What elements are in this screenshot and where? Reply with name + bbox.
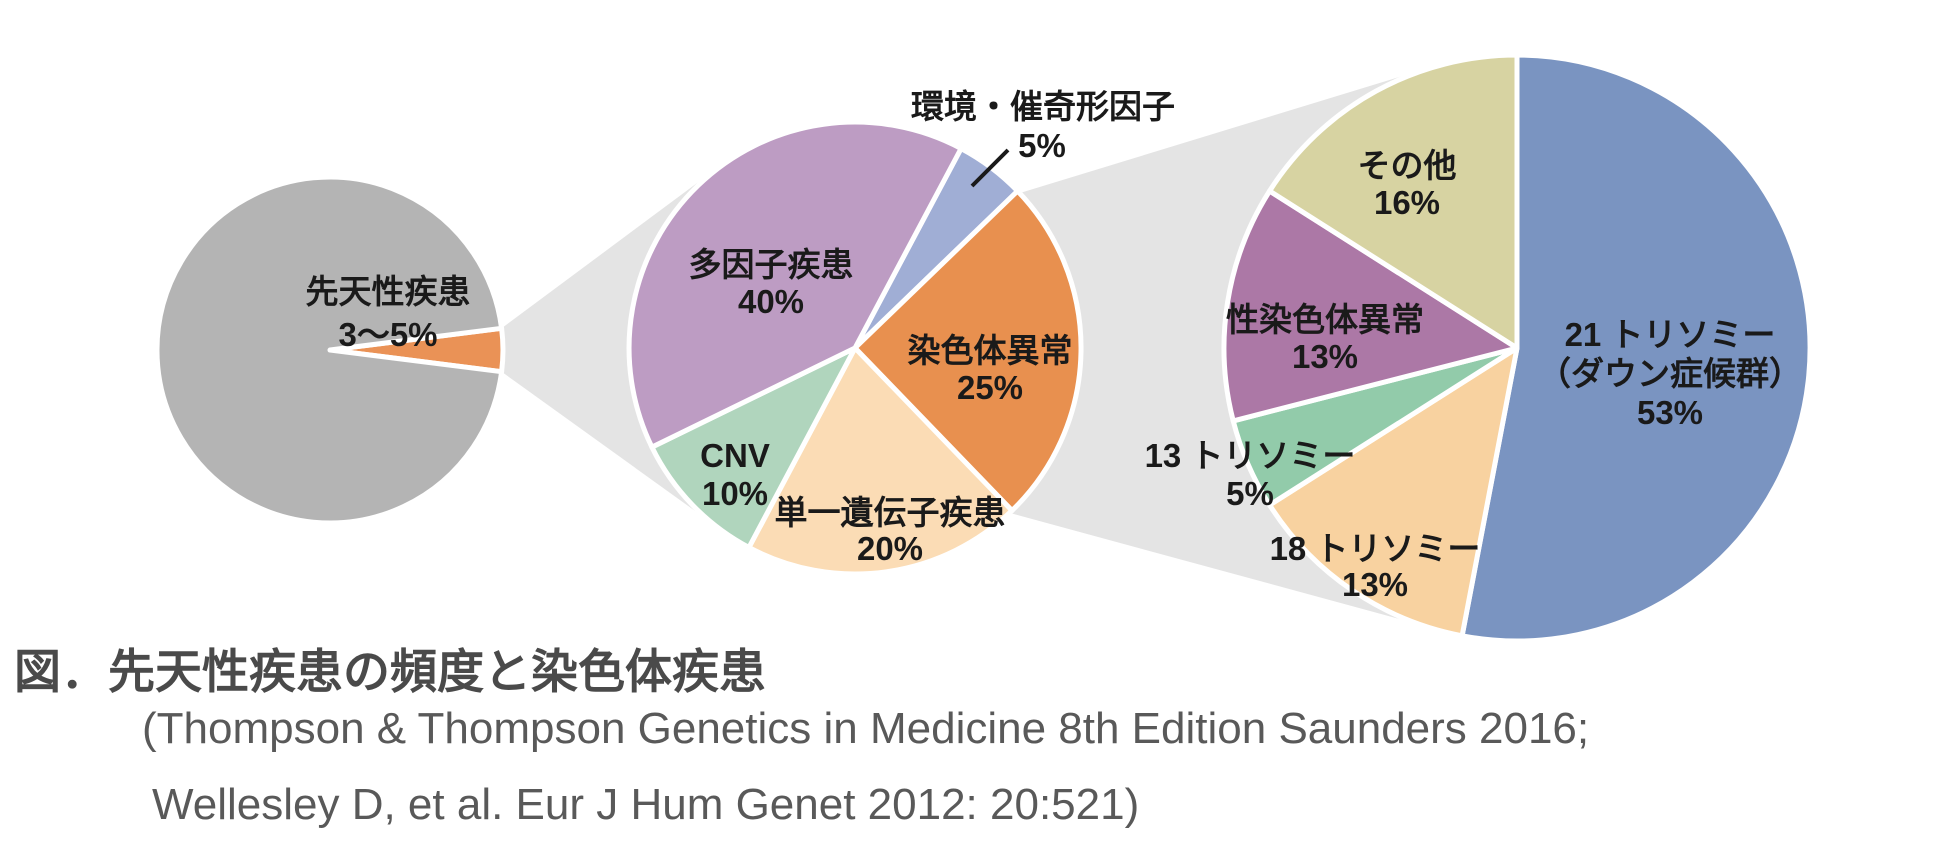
label-trisomy-21: 21 トリソミー	[1565, 316, 1776, 353]
label-cnv-value: 10%	[702, 475, 768, 512]
slice-trisomy-18	[1267, 345, 1520, 639]
slice-single-gene-disease	[746, 345, 1015, 577]
label-multifactorial: 多因子疾患	[689, 246, 854, 283]
label-other-value: 16%	[1374, 184, 1440, 221]
caption-source-line-1: (Thompson & Thompson Genetics in Medicin…	[142, 704, 1589, 753]
slice-other-births	[154, 174, 505, 526]
label-trisomy-21-sub: （ダウン症候群）	[1538, 355, 1802, 392]
slice-other	[1267, 52, 1520, 351]
slice-sex-chromosome-abnormality	[1221, 188, 1520, 424]
label-chromosomal-abnormality: 染色体異常	[908, 332, 1073, 369]
label-chromosomal-abnormality-value: 25%	[957, 369, 1023, 406]
label-trisomy-18-value: 13%	[1342, 566, 1408, 603]
label-congenital-disease: 先天性疾患	[306, 273, 471, 310]
label-congenital-disease-value: 3〜5%	[338, 316, 437, 353]
label-trisomy-18: 18 トリソミー	[1270, 530, 1481, 567]
caption-title: 図．先天性疾患の頻度と染色体疾患	[14, 645, 766, 698]
label-environmental-factors-value: 5%	[1018, 127, 1066, 164]
label-sex-chromosome-value: 13%	[1292, 338, 1358, 375]
label-single-gene: 単一遺伝子疾患	[775, 494, 1006, 531]
label-trisomy-13-value: 5%	[1226, 475, 1274, 512]
slice-cnv	[649, 345, 858, 550]
slice-chromosomal-abnormality	[852, 188, 1084, 514]
label-multifactorial-value: 40%	[738, 283, 804, 320]
label-trisomy-13: 13 トリソミー	[1145, 437, 1356, 474]
caption-source-line-2: Wellesley D, et al. Eur J Hum Genet 2012…	[152, 780, 1139, 829]
label-environmental-factors: 環境・催奇形因子	[911, 88, 1175, 125]
pie-congenital-disease-causes	[626, 119, 1084, 577]
callout-line-environmental-factors	[970, 148, 1010, 188]
pie-chromosomal-abnormality-breakdown	[1221, 52, 1813, 644]
label-single-gene-value: 20%	[857, 530, 923, 567]
label-cnv: CNV	[700, 437, 770, 474]
label-other: その他	[1358, 147, 1457, 184]
label-sex-chromosome: 性染色体異常	[1226, 301, 1424, 338]
label-trisomy-21-value: 53%	[1637, 394, 1703, 431]
pie-all-births	[154, 174, 506, 526]
slice-multifactorial-disease	[626, 119, 964, 450]
slice-trisomy-21-down-syndrome	[1459, 52, 1813, 644]
